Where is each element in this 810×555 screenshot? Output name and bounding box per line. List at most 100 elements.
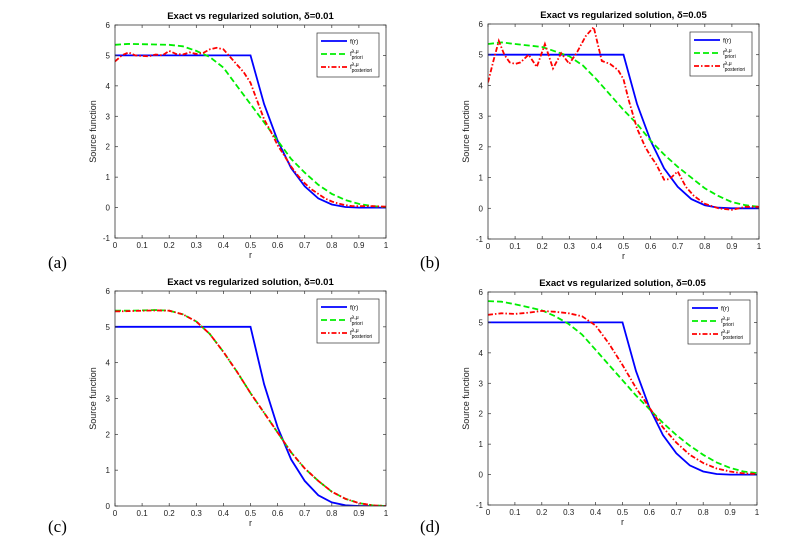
y-axis-label: Source function	[88, 100, 98, 163]
panel-label: (b)	[420, 253, 440, 272]
y-axis-label: Source function	[461, 367, 471, 430]
chart-title: Exact vs regularized solution, δ=0.05	[540, 10, 707, 21]
x-tick-label: 0.1	[137, 241, 149, 250]
subplot-d: (d) Exact vs regularized solution, δ=0.05…	[420, 278, 760, 536]
x-tick-label: 0.3	[191, 241, 203, 250]
x-axis-label: r	[249, 518, 252, 528]
y-tick-label: -1	[103, 234, 111, 243]
x-tick-label: 0.4	[218, 509, 230, 518]
y-tick-label: 2	[106, 430, 111, 439]
series-line-2	[488, 309, 757, 475]
x-tick-label: 0.3	[563, 508, 575, 517]
x-tick-label: 1	[384, 509, 389, 518]
y-tick-label: 3	[106, 112, 111, 121]
legend-label: fλ,μ posteriori	[350, 62, 372, 74]
legend-label: fλ,μ priori	[350, 49, 363, 61]
y-tick-label: 1	[106, 466, 111, 475]
y-tick-label: 0	[479, 204, 484, 213]
series-line-0	[488, 53, 759, 210]
x-tick-label: 0.8	[326, 241, 338, 250]
x-tick-label: 0.9	[725, 508, 737, 517]
subplot-a: (a) Exact vs regularized solution, δ=0.01…	[48, 11, 389, 272]
x-tick-label: 0.5	[245, 241, 257, 250]
y-tick-label: 2	[479, 410, 484, 419]
y-tick-label: 6	[106, 21, 111, 30]
x-tick-label: 1	[755, 508, 760, 517]
legend-label: fλ,μ posteriori	[721, 329, 743, 341]
x-tick-label: 0.9	[726, 242, 738, 251]
x-axis-label: r	[621, 517, 624, 527]
y-tick-label: -1	[476, 501, 484, 510]
x-tick-label: 0.6	[644, 508, 656, 517]
x-tick-label: 0.5	[617, 508, 629, 517]
x-tick-label: 0.3	[191, 509, 203, 518]
x-axis-label: r	[249, 250, 252, 260]
legend-label: fλ,μ priori	[721, 316, 734, 328]
x-tick-label: 0.2	[164, 509, 176, 518]
x-tick-label: 0.4	[591, 242, 603, 251]
x-tick-label: 0.4	[218, 241, 230, 250]
x-tick-label: 0.7	[299, 241, 311, 250]
chart-title: Exact vs regularized solution, δ=0.01	[167, 277, 334, 288]
x-tick-label: 0.2	[164, 241, 176, 250]
y-tick-label: 5	[479, 51, 484, 60]
x-tick-label: 0.5	[245, 509, 257, 518]
y-tick-label: 0	[106, 204, 111, 213]
legend-label: f(r)	[350, 39, 358, 46]
x-axis-label: r	[622, 251, 625, 261]
y-tick-label: 6	[479, 20, 484, 29]
y-tick-label: 5	[106, 51, 111, 60]
series-line-1	[115, 42, 386, 208]
legend-label: fλ,μ posteriori	[350, 328, 372, 340]
y-axis-label: Source function	[461, 100, 471, 163]
series-line-0	[488, 321, 757, 476]
y-tick-label: 4	[106, 82, 111, 91]
legend-label: fλ,μ priori	[723, 48, 736, 60]
y-tick-label: -1	[476, 235, 484, 244]
legend-label: fλ,μ priori	[350, 315, 363, 327]
x-tick-label: 0.7	[299, 509, 311, 518]
x-tick-label: 0.2	[536, 508, 548, 517]
x-tick-label: 0.3	[564, 242, 576, 251]
y-tick-label: 4	[479, 81, 484, 90]
y-tick-label: 6	[106, 287, 111, 296]
y-tick-label: 3	[106, 395, 111, 404]
y-tick-label: 4	[106, 359, 111, 368]
y-tick-label: 6	[479, 288, 484, 297]
x-tick-label: 0.8	[326, 509, 338, 518]
series-line-2	[488, 25, 759, 211]
legend-label: fλ,μ posteriori	[723, 61, 745, 73]
series-line-1	[488, 41, 759, 208]
x-tick-label: 1	[384, 241, 389, 250]
series-line-1	[488, 300, 757, 474]
series-line-2	[115, 46, 386, 208]
x-tick-label: 0.9	[353, 241, 365, 250]
x-tick-label: 0.8	[698, 508, 710, 517]
x-tick-label: 0.8	[699, 242, 711, 251]
x-tick-label: 0.1	[509, 508, 521, 517]
subplot-b: (b) Exact vs regularized solution, δ=0.05…	[420, 10, 762, 272]
x-tick-label: 0.2	[537, 242, 549, 251]
y-tick-label: 5	[106, 323, 111, 332]
y-tick-label: 4	[479, 349, 484, 358]
y-tick-label: 1	[106, 173, 111, 182]
x-tick-label: 0	[113, 241, 118, 250]
series-line-0	[115, 325, 386, 506]
x-tick-label: 0.1	[510, 242, 522, 251]
y-tick-label: 2	[106, 143, 111, 152]
x-tick-label: 1	[757, 242, 762, 251]
legend-label: f(r)	[721, 306, 729, 313]
series-line-0	[115, 54, 386, 209]
x-tick-label: 0	[113, 509, 118, 518]
y-tick-label: 3	[479, 112, 484, 121]
x-tick-label: 0.7	[671, 508, 683, 517]
y-tick-label: 3	[479, 379, 484, 388]
x-tick-label: 0.5	[618, 242, 630, 251]
legend-label: f(r)	[723, 38, 731, 45]
y-tick-label: 0	[106, 502, 111, 511]
subplot-c: (c) Exact vs regularized solution, δ=0.01…	[48, 277, 389, 536]
x-tick-label: 0.6	[272, 509, 284, 518]
